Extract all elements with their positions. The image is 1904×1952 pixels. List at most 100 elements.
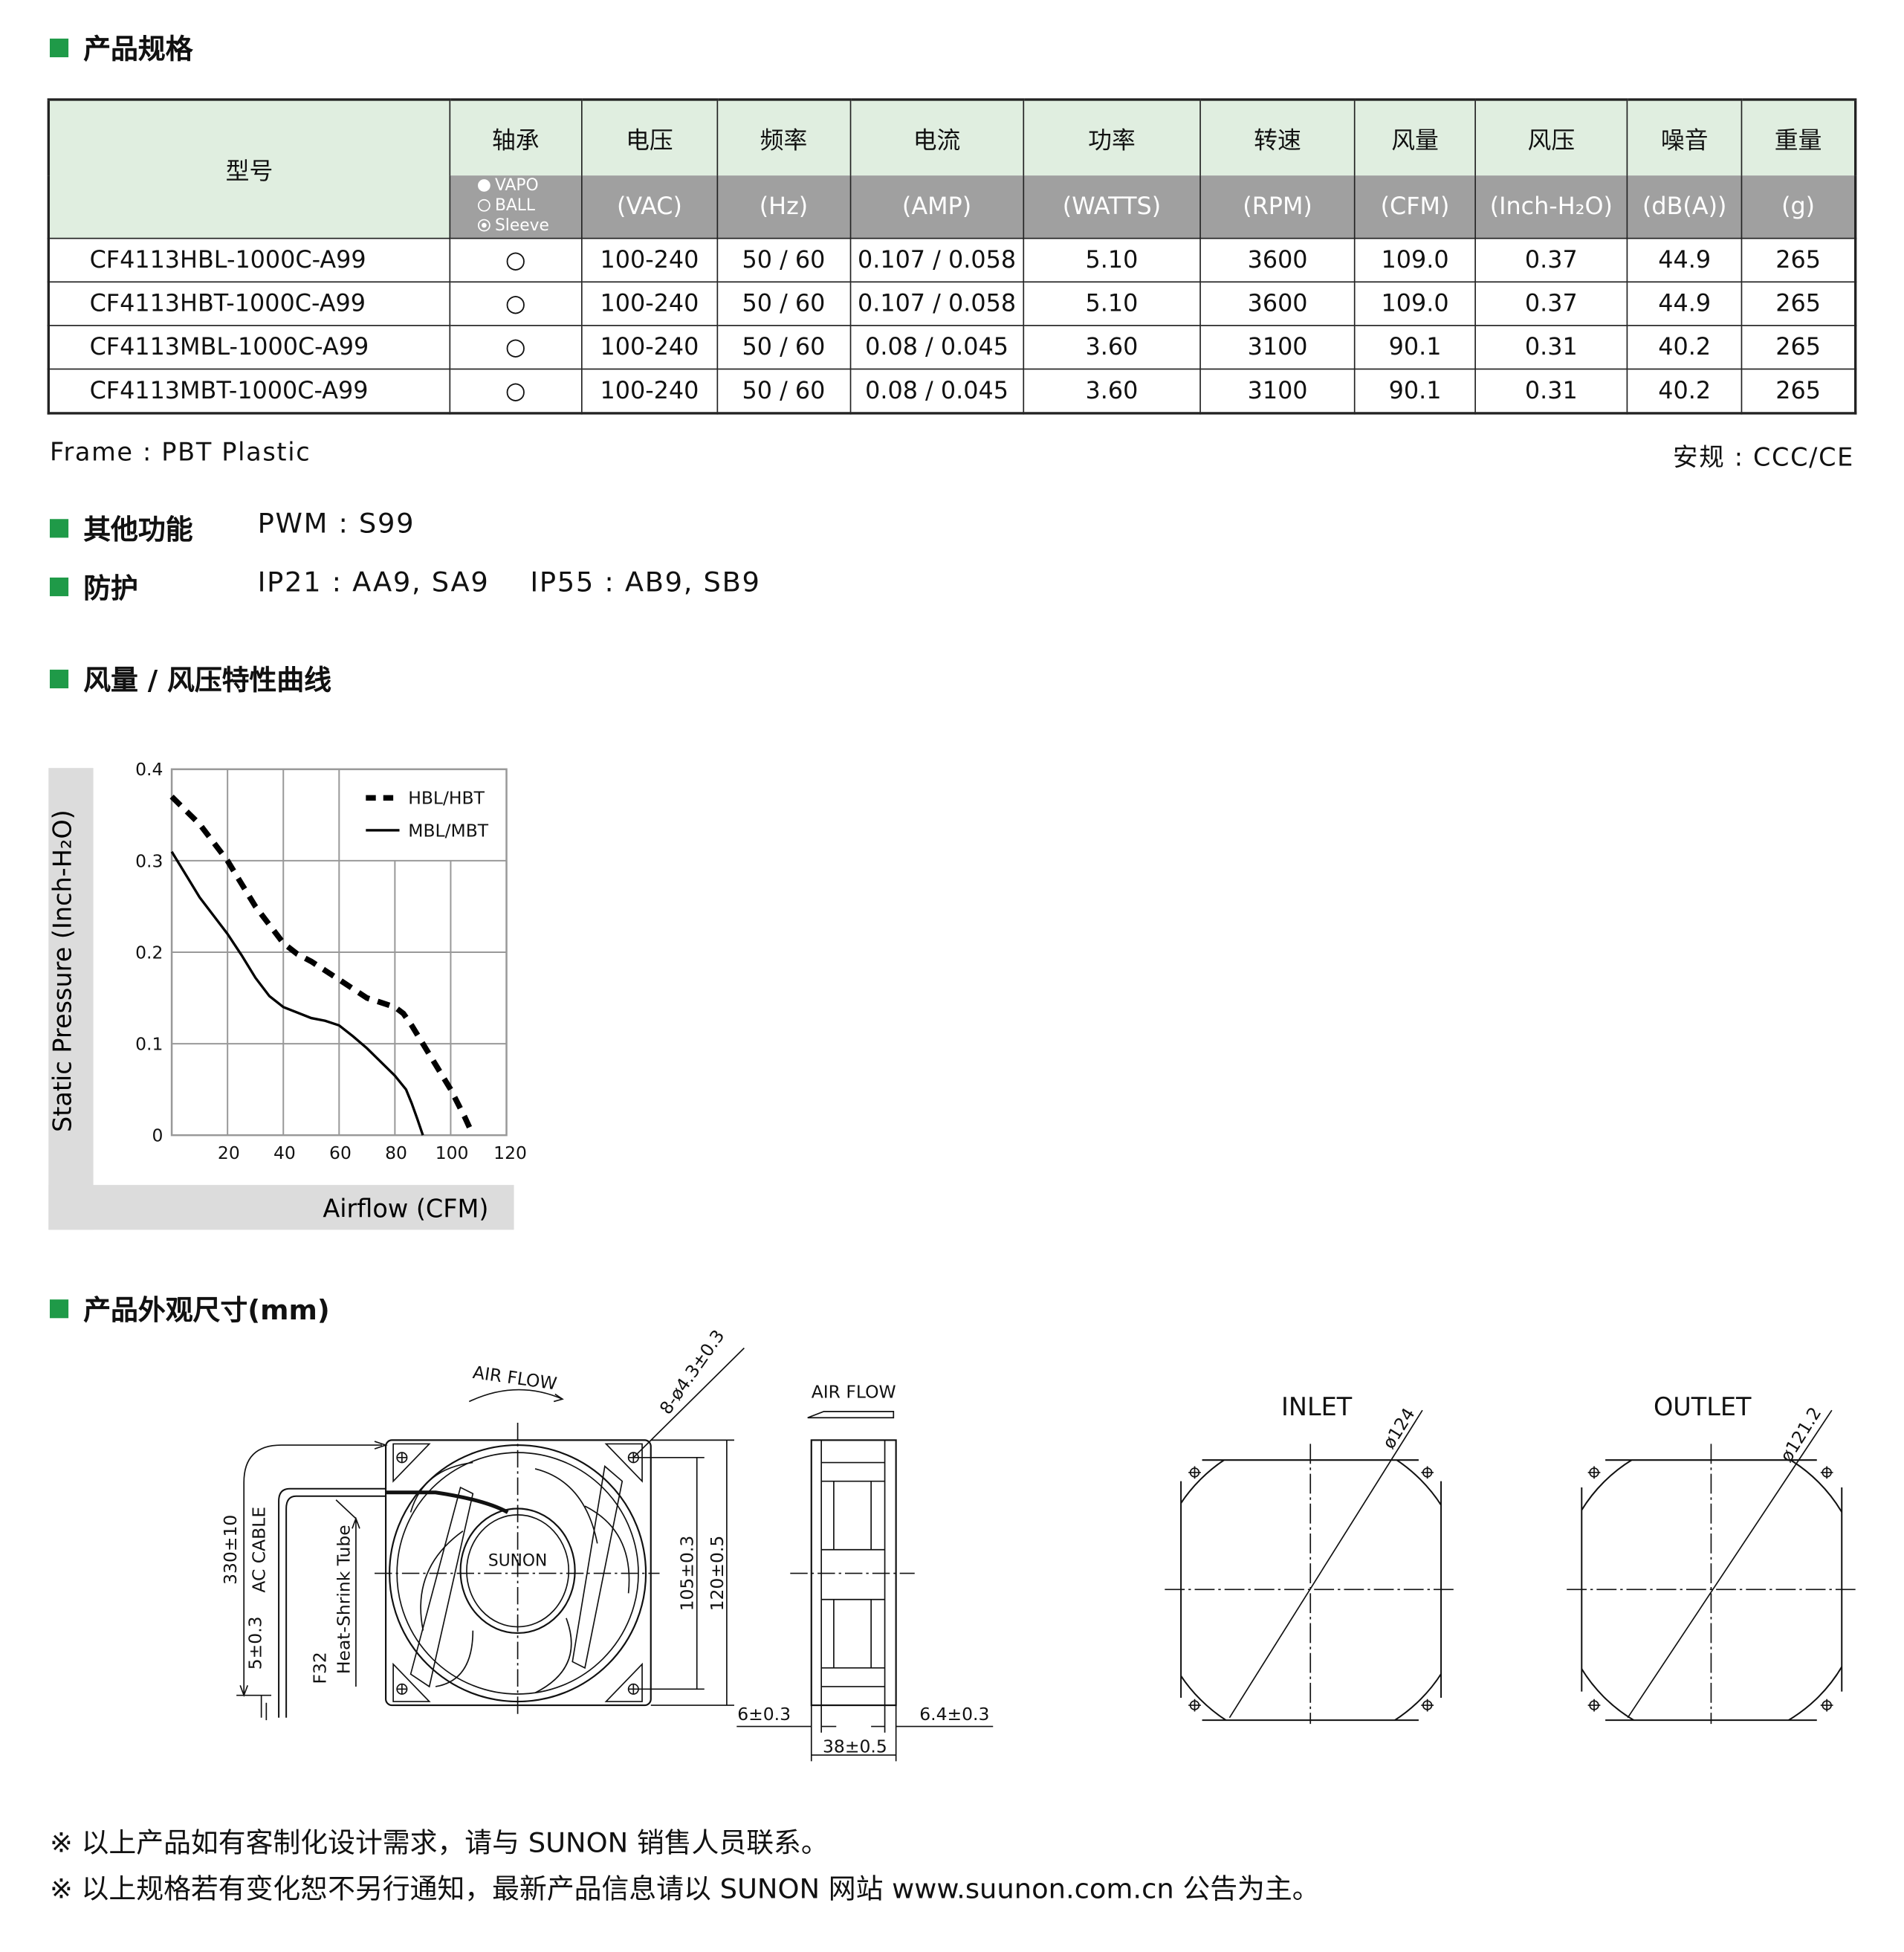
- y-tick-label: 0.3: [135, 850, 163, 871]
- header-col-10: 重量: [1741, 98, 1856, 176]
- section-dimensions: 产品外观尺寸(mm): [49, 1288, 330, 1328]
- inlet-mounting-holes: [1188, 1466, 1434, 1712]
- pwm-option: PWM : S99: [257, 508, 415, 540]
- ip55-option: IP55 : AB9, SB9: [530, 567, 761, 599]
- dot-circle-icon: [477, 219, 490, 232]
- section-other: 其他功能: [49, 508, 193, 548]
- bearing-legend-label: Sleeve: [494, 216, 549, 236]
- table-cell: ○: [449, 325, 583, 370]
- header-unit: (WATTS): [1023, 175, 1201, 239]
- outlet-diameter-leader: [1627, 1409, 1833, 1719]
- section-title: 产品规格: [83, 34, 193, 66]
- arrow-head-icon: [374, 1441, 388, 1450]
- depth-left-label: 6±0.3: [737, 1704, 791, 1725]
- header-col-8: 风压: [1474, 98, 1628, 176]
- y-tick-label: 0.4: [135, 759, 163, 780]
- frame-material: Frame : PBT Plastic: [49, 436, 311, 467]
- outlet-center-lines: [1567, 1444, 1857, 1725]
- depth-right-label: 6.4±0.3: [919, 1704, 989, 1725]
- table-cell: 0.107 / 0.058: [849, 237, 1025, 283]
- header-col-9: 噪音: [1627, 98, 1743, 176]
- section-protection: 防护: [49, 566, 138, 607]
- table-cell: 265: [1741, 237, 1856, 283]
- bullet-square-icon: [49, 38, 69, 57]
- x-tick-label: 120: [493, 1143, 527, 1163]
- section-title: 产品外观尺寸(mm): [83, 1296, 330, 1328]
- table-cell: ○: [449, 237, 583, 283]
- corner-ribs: [392, 1443, 643, 1702]
- strip-length-label: 5±0.3: [245, 1616, 266, 1670]
- x-tick-label: 40: [273, 1143, 296, 1163]
- table-cell: 0.08 / 0.045: [849, 368, 1025, 414]
- frame-size-label: 120±0.5: [707, 1536, 728, 1612]
- ac-cable: [278, 1487, 386, 1718]
- table-cell: 265: [1741, 368, 1856, 414]
- y-axis-label: Static Pressure (Inch-H₂O): [48, 809, 77, 1132]
- ip21-option: IP21 : AA9, SA9: [257, 567, 490, 599]
- fan-spokes: [409, 1464, 624, 1688]
- depth-dimensions: [736, 1705, 994, 1762]
- table-cell: 44.9: [1627, 237, 1743, 283]
- tube-code-label: F32: [310, 1652, 331, 1684]
- note-customization: ※ 以上产品如有客制化设计需求，请与 SUNON 销售人员联系。: [49, 1828, 829, 1860]
- section-curve: 风量 / 风压特性曲线: [49, 659, 331, 699]
- bearing-legend-item: Sleeve: [477, 216, 581, 236]
- heat-shrink-label: Heat-Shrink Tube: [334, 1525, 354, 1674]
- header-unit: (Hz): [716, 175, 851, 239]
- ac-cable-label: AC CABLE: [249, 1507, 270, 1593]
- table-cell: 90.1: [1354, 368, 1476, 414]
- legend-label: HBL/HBT: [408, 788, 485, 809]
- header-unit: (RPM): [1199, 175, 1356, 239]
- model-cell: CF4113MBT-1000C-A99: [48, 368, 450, 414]
- bullet-square-icon: [49, 669, 69, 688]
- inlet-diameter-leader: [1228, 1409, 1423, 1719]
- model-cell: CF4113HBL-1000C-A99: [48, 237, 450, 283]
- bearing-legend: VAPO BALL Sleeve: [449, 175, 583, 239]
- inlet-view: INLET ø124: [1165, 1392, 1454, 1725]
- inlet-label: INLET: [1281, 1392, 1353, 1421]
- model-cell: CF4113MBL-1000C-A99: [48, 325, 450, 370]
- table-cell: 3100: [1199, 325, 1356, 370]
- cable-length-label: 330±10: [220, 1515, 241, 1585]
- series-line-mbl-mbt: [170, 850, 424, 1136]
- outlet-label: OUTLET: [1654, 1392, 1752, 1421]
- height-dimensions: [638, 1439, 734, 1706]
- header-col-2: 电压: [580, 98, 718, 176]
- cable-length-dimension: [243, 1444, 383, 1696]
- side-air-flow-label: AIR FLOW: [812, 1381, 896, 1402]
- table-cell: 3600: [1199, 281, 1356, 326]
- spec-table: 型号 轴承 电压 频率 电流 功率 转速 风量 风压 噪音 重量 VAPO BALL Sleeve (VA…: [47, 98, 1857, 415]
- table-cell: 100-240: [580, 325, 718, 370]
- header-col-3: 频率: [716, 98, 851, 176]
- bullet-square-icon: [49, 1299, 69, 1318]
- table-cell: 100-240: [580, 237, 718, 283]
- table-row: CF4113MBT-1000C-A99 ○ 100-240 50 / 60 0.08 /…: [48, 368, 1856, 414]
- section-title: 防护: [83, 573, 138, 605]
- x-tick-label: 20: [218, 1143, 240, 1163]
- table-cell: 109.0: [1354, 237, 1476, 283]
- table-cell: 0.31: [1474, 368, 1628, 414]
- table-cell: 265: [1741, 325, 1856, 370]
- arrow-head-icon: [553, 1393, 564, 1403]
- header-unit: (AMP): [849, 175, 1025, 239]
- outlet-mounting-holes: [1587, 1466, 1833, 1712]
- bearing-legend-label: VAPO: [494, 176, 539, 195]
- fan-front-view: AIR FLOW SUNON 330±10 AC CABLE: [220, 1326, 745, 1721]
- header-unit: (dB(A)): [1627, 175, 1743, 239]
- x-tick-label: 80: [385, 1143, 407, 1163]
- bearing-legend-item: BALL: [477, 197, 581, 217]
- table-cell: 50 / 60: [716, 368, 851, 414]
- table-cell: 90.1: [1354, 325, 1476, 370]
- center-lines: [375, 1422, 660, 1718]
- y-tick-label: 0.2: [135, 942, 163, 963]
- bearing-legend-item: VAPO: [477, 176, 581, 197]
- table-row: CF4113MBL-1000C-A99 ○ 100-240 50 / 60 0.08 /…: [48, 325, 1856, 370]
- chart-frame-left: [48, 768, 94, 1230]
- table-cell: 40.2: [1627, 368, 1743, 414]
- table-cell: 0.37: [1474, 281, 1628, 326]
- table-cell: 0.37: [1474, 237, 1628, 283]
- section-title: 其他功能: [83, 515, 193, 547]
- hole-spacing-label: 105±0.3: [677, 1536, 698, 1612]
- section-specs: 产品规格: [49, 28, 193, 68]
